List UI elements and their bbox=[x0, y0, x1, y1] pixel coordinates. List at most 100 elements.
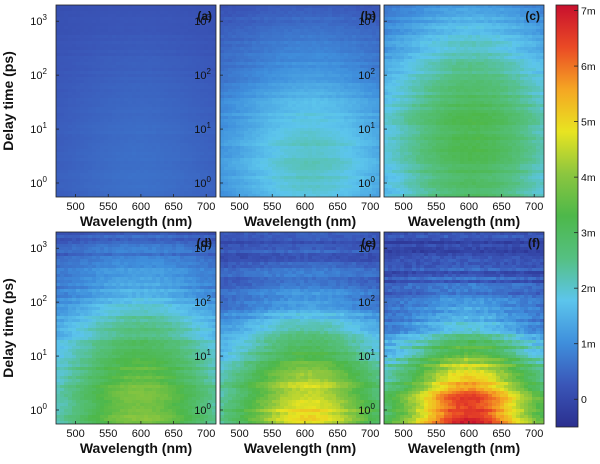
heatmap-cell bbox=[324, 65, 329, 69]
heatmap-cell bbox=[200, 65, 205, 69]
heatmap-cell bbox=[324, 47, 329, 51]
heatmap-cell bbox=[100, 20, 105, 24]
heatmap-cell bbox=[80, 74, 85, 78]
heatmap-cell bbox=[196, 131, 201, 135]
heatmap-cell bbox=[140, 35, 145, 39]
heatmap-cell bbox=[64, 29, 69, 33]
heatmap-cell bbox=[360, 74, 365, 78]
heatmap-cell bbox=[104, 161, 109, 165]
heatmap-cell bbox=[320, 170, 325, 174]
heatmap-cell bbox=[192, 185, 197, 189]
heatmap-cell bbox=[280, 176, 285, 180]
heatmap-cell bbox=[148, 167, 153, 171]
heatmap-cell bbox=[356, 56, 361, 60]
heatmap-cell bbox=[352, 38, 357, 42]
heatmap-cell bbox=[168, 47, 173, 51]
heatmap-cell bbox=[232, 14, 237, 18]
heatmap-cell bbox=[116, 83, 121, 87]
heatmap-cell bbox=[172, 77, 177, 81]
heatmap-cell bbox=[220, 35, 225, 39]
heatmap-cell bbox=[248, 164, 253, 168]
heatmap-cell bbox=[316, 83, 321, 87]
heatmap-cell bbox=[92, 185, 97, 189]
heatmap-cell bbox=[196, 173, 201, 177]
heatmap-cell bbox=[88, 170, 93, 174]
heatmap-cell bbox=[96, 89, 101, 93]
heatmap-cell bbox=[356, 116, 361, 120]
heatmap-cell bbox=[64, 89, 69, 93]
heatmap-cell bbox=[76, 26, 81, 30]
heatmap-cell bbox=[152, 11, 157, 15]
heatmap-cell bbox=[180, 23, 185, 27]
heatmap-cell bbox=[84, 191, 89, 195]
heatmap-cell bbox=[60, 134, 65, 138]
heatmap-cell bbox=[340, 59, 345, 63]
heatmap-cell bbox=[164, 134, 169, 138]
heatmap-cell bbox=[68, 155, 73, 159]
heatmap-cell bbox=[272, 89, 277, 93]
heatmap-cell bbox=[200, 74, 205, 78]
heatmap-cell bbox=[236, 8, 241, 12]
heatmap-cell bbox=[72, 5, 77, 9]
heatmap-cell bbox=[152, 29, 157, 33]
heatmap-cell bbox=[376, 143, 380, 147]
heatmap-cell bbox=[276, 53, 281, 57]
heatmap-cell bbox=[108, 185, 113, 189]
heatmap-cell bbox=[148, 155, 153, 159]
heatmap-cell bbox=[168, 188, 173, 192]
heatmap-cell bbox=[232, 122, 237, 126]
heatmap-cell bbox=[108, 83, 113, 87]
heatmap-cell bbox=[356, 23, 361, 27]
heatmap-cell bbox=[328, 83, 333, 87]
heatmap-cell bbox=[72, 35, 77, 39]
heatmap-cell bbox=[136, 68, 141, 72]
heatmap-cell bbox=[56, 119, 61, 123]
heatmap-cell bbox=[244, 167, 249, 171]
heatmap-cell bbox=[284, 125, 289, 129]
heatmap-cell bbox=[184, 17, 189, 21]
heatmap-cell bbox=[236, 173, 241, 177]
heatmap-cell bbox=[212, 98, 216, 102]
heatmap-cell bbox=[260, 11, 265, 15]
heatmap-cell bbox=[176, 11, 181, 15]
heatmap-cell bbox=[108, 152, 113, 156]
heatmap-cell bbox=[176, 20, 181, 24]
heatmap-cell bbox=[376, 44, 380, 48]
heatmap-cell bbox=[344, 35, 349, 39]
heatmap-cell bbox=[240, 17, 245, 21]
heatmap-cell bbox=[72, 137, 77, 141]
heatmap-cell bbox=[80, 65, 85, 69]
heatmap-cell bbox=[332, 59, 337, 63]
heatmap-cell bbox=[248, 77, 253, 81]
heatmap-cell bbox=[60, 188, 65, 192]
heatmap-cell bbox=[208, 98, 213, 102]
heatmap-cell bbox=[64, 41, 69, 45]
heatmap-cell bbox=[304, 161, 309, 165]
heatmap-cell bbox=[252, 164, 257, 168]
heatmap-cell bbox=[360, 92, 365, 96]
heatmap-cell bbox=[336, 77, 341, 81]
heatmap-cell bbox=[120, 119, 125, 123]
heatmap-cell bbox=[320, 95, 325, 99]
heatmap-cell bbox=[268, 80, 273, 84]
heatmap-cell bbox=[88, 29, 93, 33]
heatmap-cell bbox=[252, 38, 257, 42]
heatmap-cell bbox=[152, 77, 157, 81]
heatmap-cell bbox=[276, 167, 281, 171]
heatmap-cell bbox=[356, 29, 361, 33]
heatmap-cell bbox=[212, 74, 216, 78]
heatmap-cell bbox=[88, 185, 93, 189]
heatmap-cell bbox=[144, 83, 149, 87]
heatmap-cell bbox=[372, 173, 377, 177]
heatmap-cell bbox=[208, 26, 213, 30]
heatmap-cell bbox=[340, 20, 345, 24]
heatmap-cell bbox=[328, 179, 333, 183]
heatmap-cell bbox=[144, 80, 149, 84]
heatmap-cell bbox=[228, 80, 233, 84]
heatmap-cell bbox=[200, 179, 205, 183]
heatmap-cell bbox=[316, 161, 321, 165]
heatmap-cell bbox=[132, 74, 137, 78]
heatmap-cell bbox=[304, 179, 309, 183]
heatmap-cell bbox=[328, 107, 333, 111]
heatmap-cell bbox=[352, 131, 357, 135]
